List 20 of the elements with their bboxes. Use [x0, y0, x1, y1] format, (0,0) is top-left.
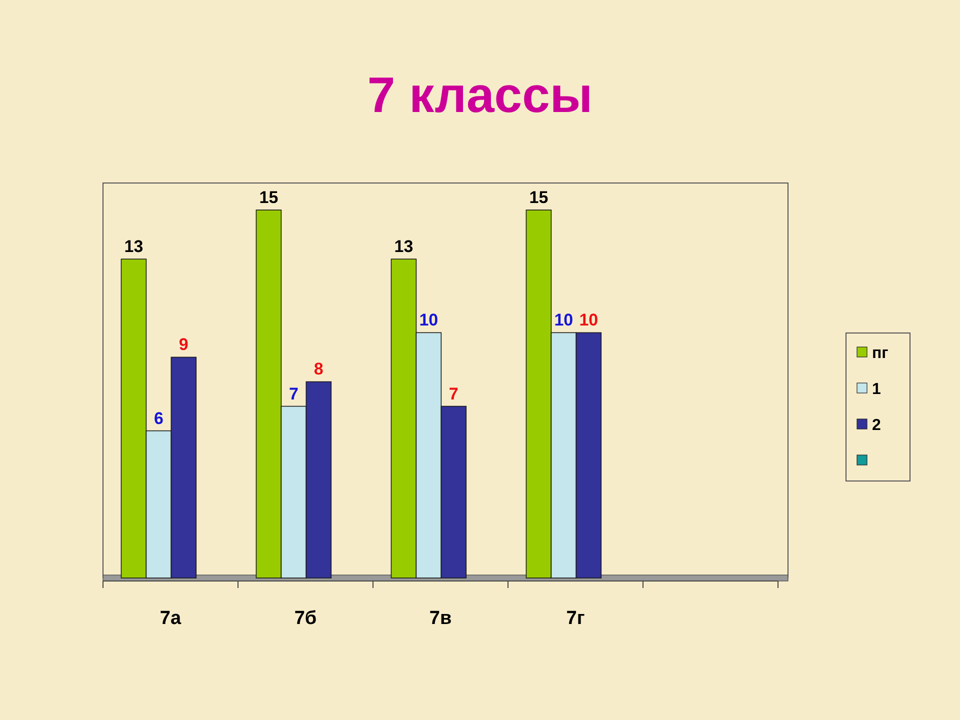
data-label: 10: [554, 310, 574, 330]
data-label: 8: [314, 360, 324, 379]
x-tick-label: 7б: [294, 608, 317, 629]
x-tick-label: 7в: [429, 608, 452, 629]
data-label: 10: [579, 310, 598, 330]
chart-title: 7 классы: [367, 67, 593, 123]
data-label: 6: [154, 408, 164, 428]
data-label: 13: [394, 237, 414, 256]
data-label: 7: [448, 384, 458, 404]
legend-label: 2: [872, 417, 881, 434]
data-label: 15: [259, 188, 278, 207]
x-tick-label: 7г: [566, 608, 585, 629]
data-label: 7: [288, 384, 298, 404]
data-label: 13: [124, 237, 144, 256]
data-label: 9: [178, 335, 188, 354]
legend-label: 1: [872, 381, 881, 398]
x-tick-label: 7а: [160, 608, 182, 629]
data-label: 15: [529, 188, 548, 207]
data-label: 10: [419, 310, 438, 330]
legend-label: пг: [872, 345, 889, 362]
